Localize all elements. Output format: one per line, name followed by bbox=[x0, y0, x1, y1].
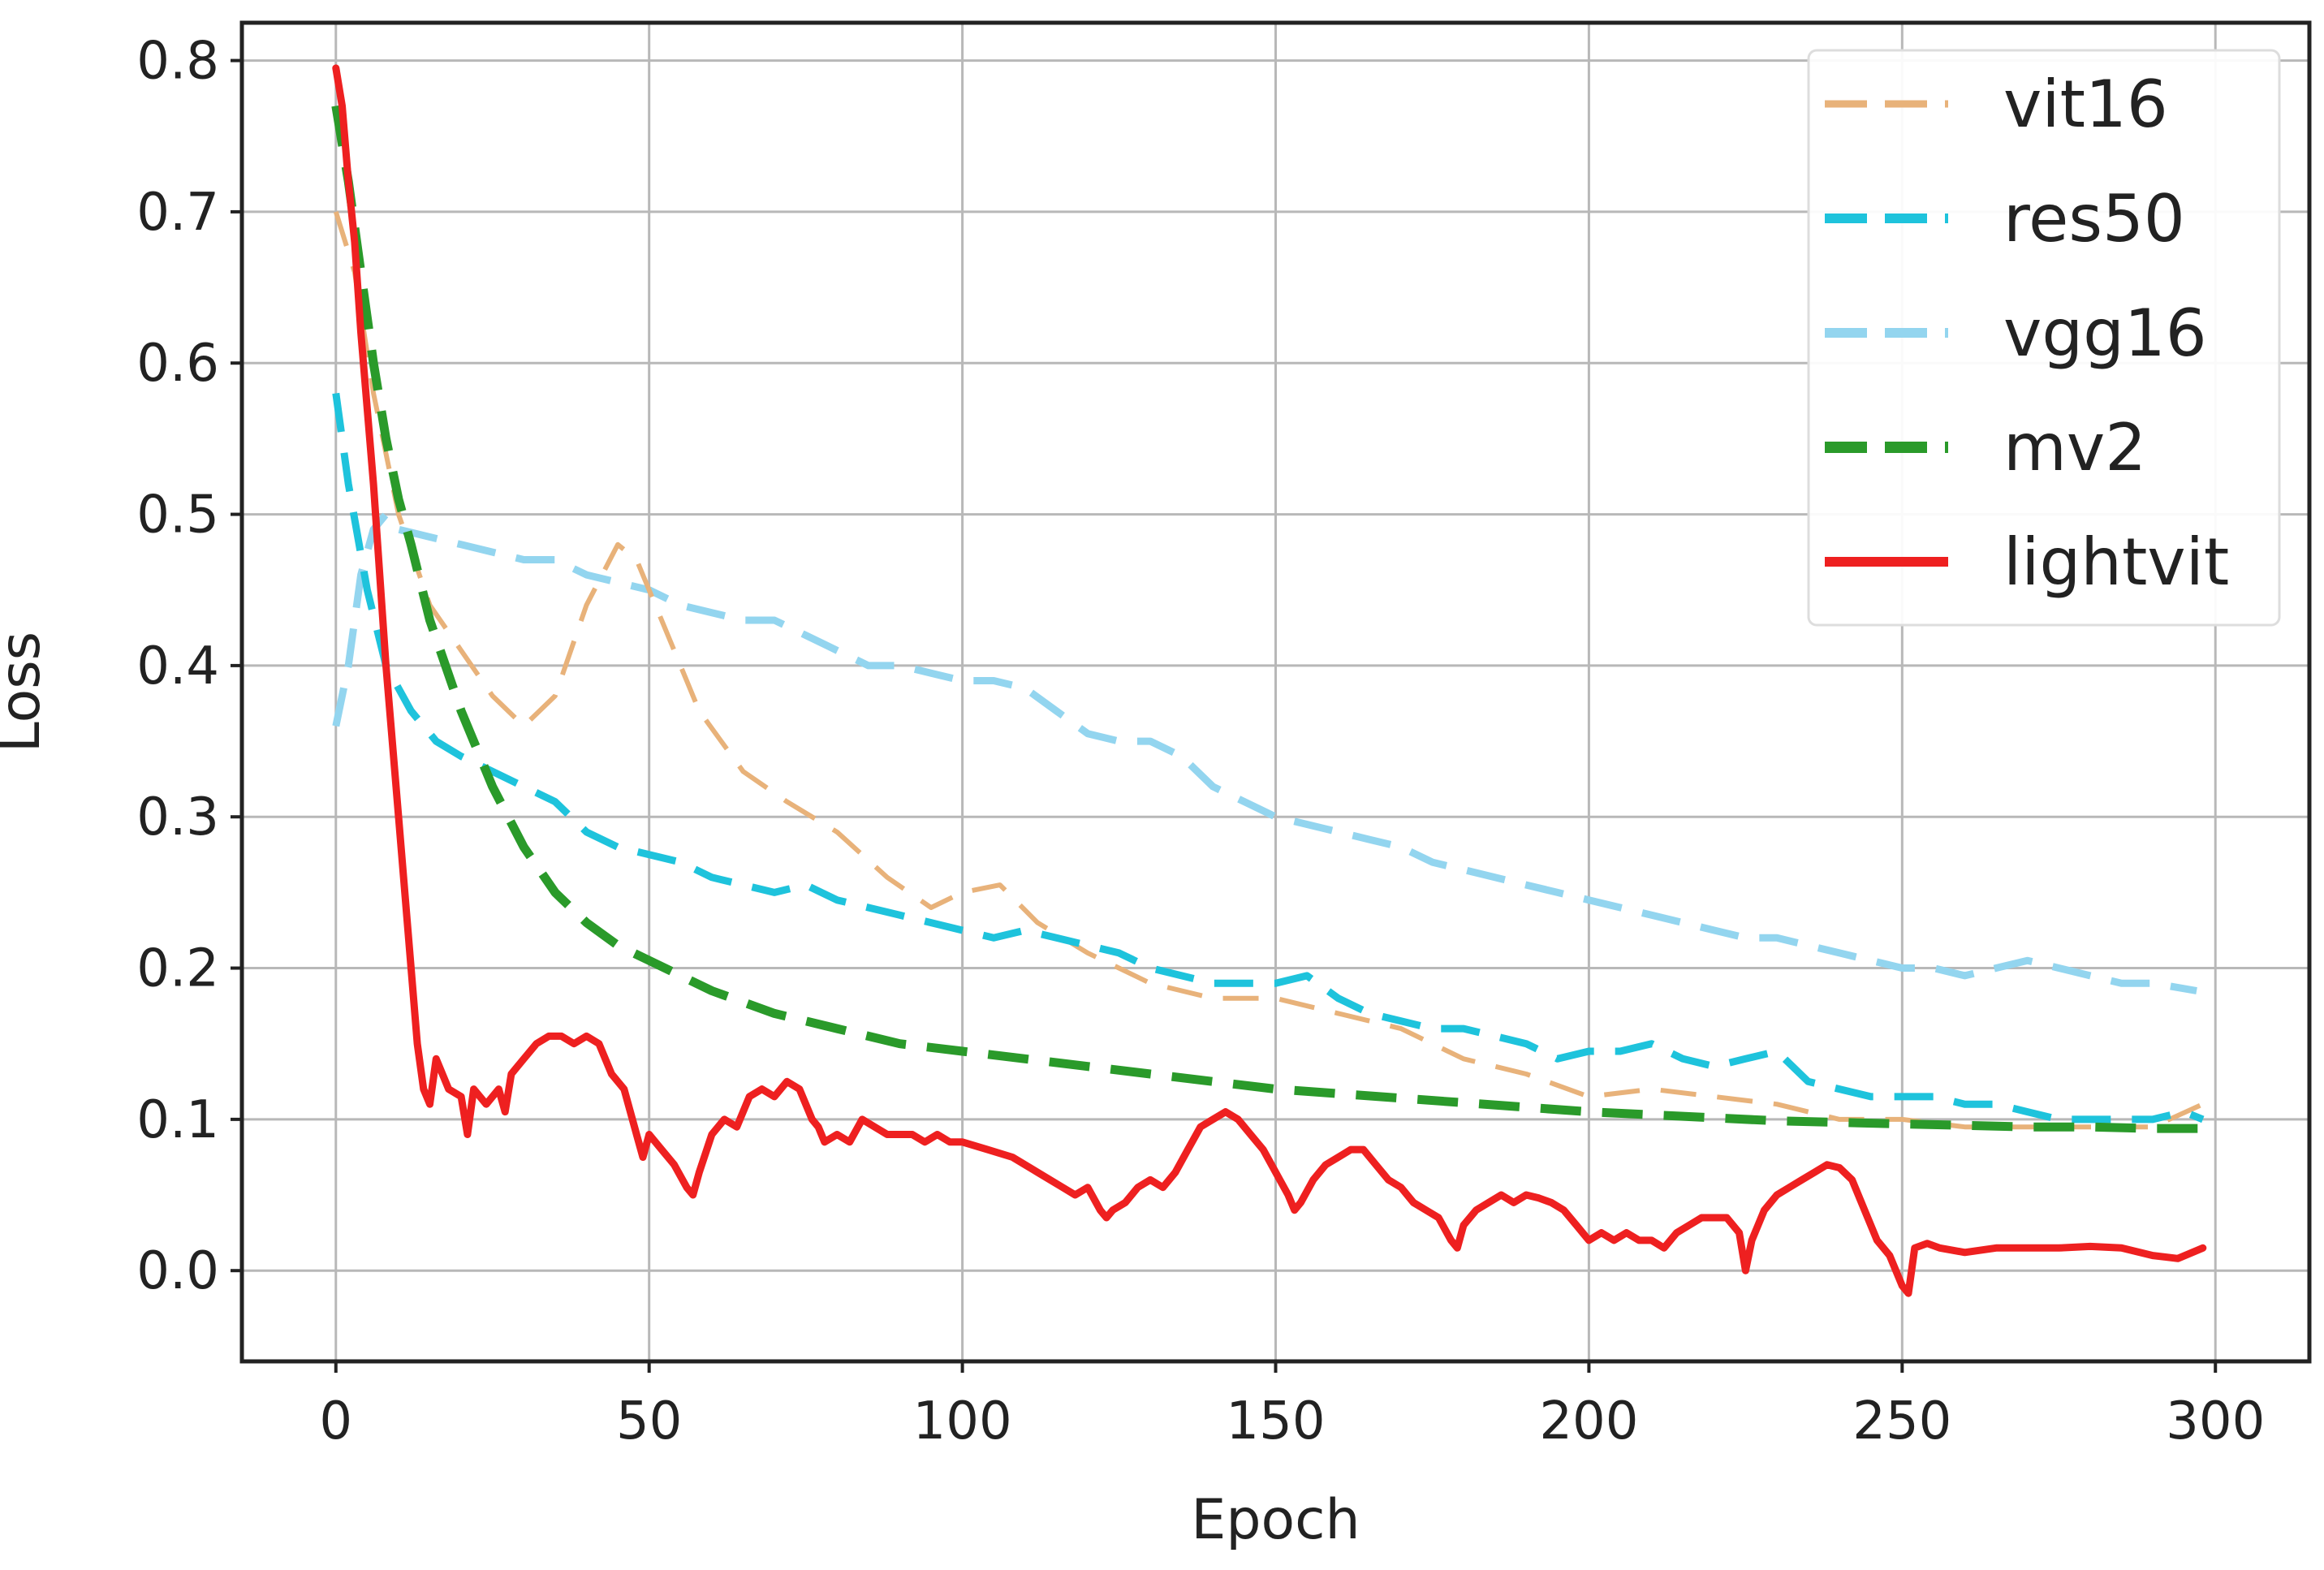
y-axis-label: Loss bbox=[0, 632, 53, 753]
y-tick-label: 0.8 bbox=[136, 32, 219, 92]
series-line-res50 bbox=[332, 392, 2205, 1124]
y-axis-ticks: 0.0 0.1 0.2 0.3 0.4 0.5 0.6 0.7 0.8 bbox=[136, 32, 242, 1301]
x-tick-label: 50 bbox=[616, 1391, 682, 1451]
x-tick-label: 100 bbox=[913, 1391, 1012, 1451]
series-line-mv2 bbox=[331, 105, 2203, 1133]
grid-lines bbox=[242, 23, 2309, 1361]
legend-label-vgg16: vgg16 bbox=[2003, 295, 2207, 371]
legend-label-mv2: mv2 bbox=[2003, 410, 2146, 485]
x-tick-label: 150 bbox=[1226, 1391, 1325, 1451]
series-line-vit16 bbox=[333, 211, 2205, 1130]
x-tick-label: 300 bbox=[2166, 1391, 2265, 1451]
y-tick-label: 0.3 bbox=[136, 787, 219, 848]
y-tick-label: 0.2 bbox=[136, 939, 219, 999]
y-tick-label: 0.5 bbox=[136, 485, 219, 546]
legend: vit16 res50 vgg16 mv2 lightvit bbox=[1807, 49, 2281, 627]
y-tick-label: 0.4 bbox=[136, 636, 219, 697]
legend-label-vit16: vit16 bbox=[2003, 67, 2168, 142]
y-tick-label: 0.7 bbox=[136, 183, 219, 243]
x-axis-ticks: 0 50 100 150 200 250 300 bbox=[319, 1361, 2265, 1451]
x-tick-label: 250 bbox=[1852, 1391, 1951, 1451]
y-tick-label: 0.6 bbox=[136, 334, 219, 394]
x-tick-label: 200 bbox=[1539, 1391, 1638, 1451]
y-tick-label: 0.0 bbox=[136, 1241, 219, 1301]
legend-box bbox=[1807, 49, 2281, 627]
x-tick-label: 0 bbox=[319, 1391, 352, 1451]
y-tick-label: 0.1 bbox=[136, 1090, 219, 1150]
legend-label-res50: res50 bbox=[2003, 181, 2185, 257]
series-line-vgg16 bbox=[332, 511, 2197, 994]
series-layer bbox=[331, 64, 2207, 1297]
legend-label-lightvit: lightvit bbox=[2003, 524, 2229, 600]
series-line-lightvit bbox=[332, 64, 2207, 1297]
x-axis-label: Epoch bbox=[1191, 1488, 1360, 1552]
